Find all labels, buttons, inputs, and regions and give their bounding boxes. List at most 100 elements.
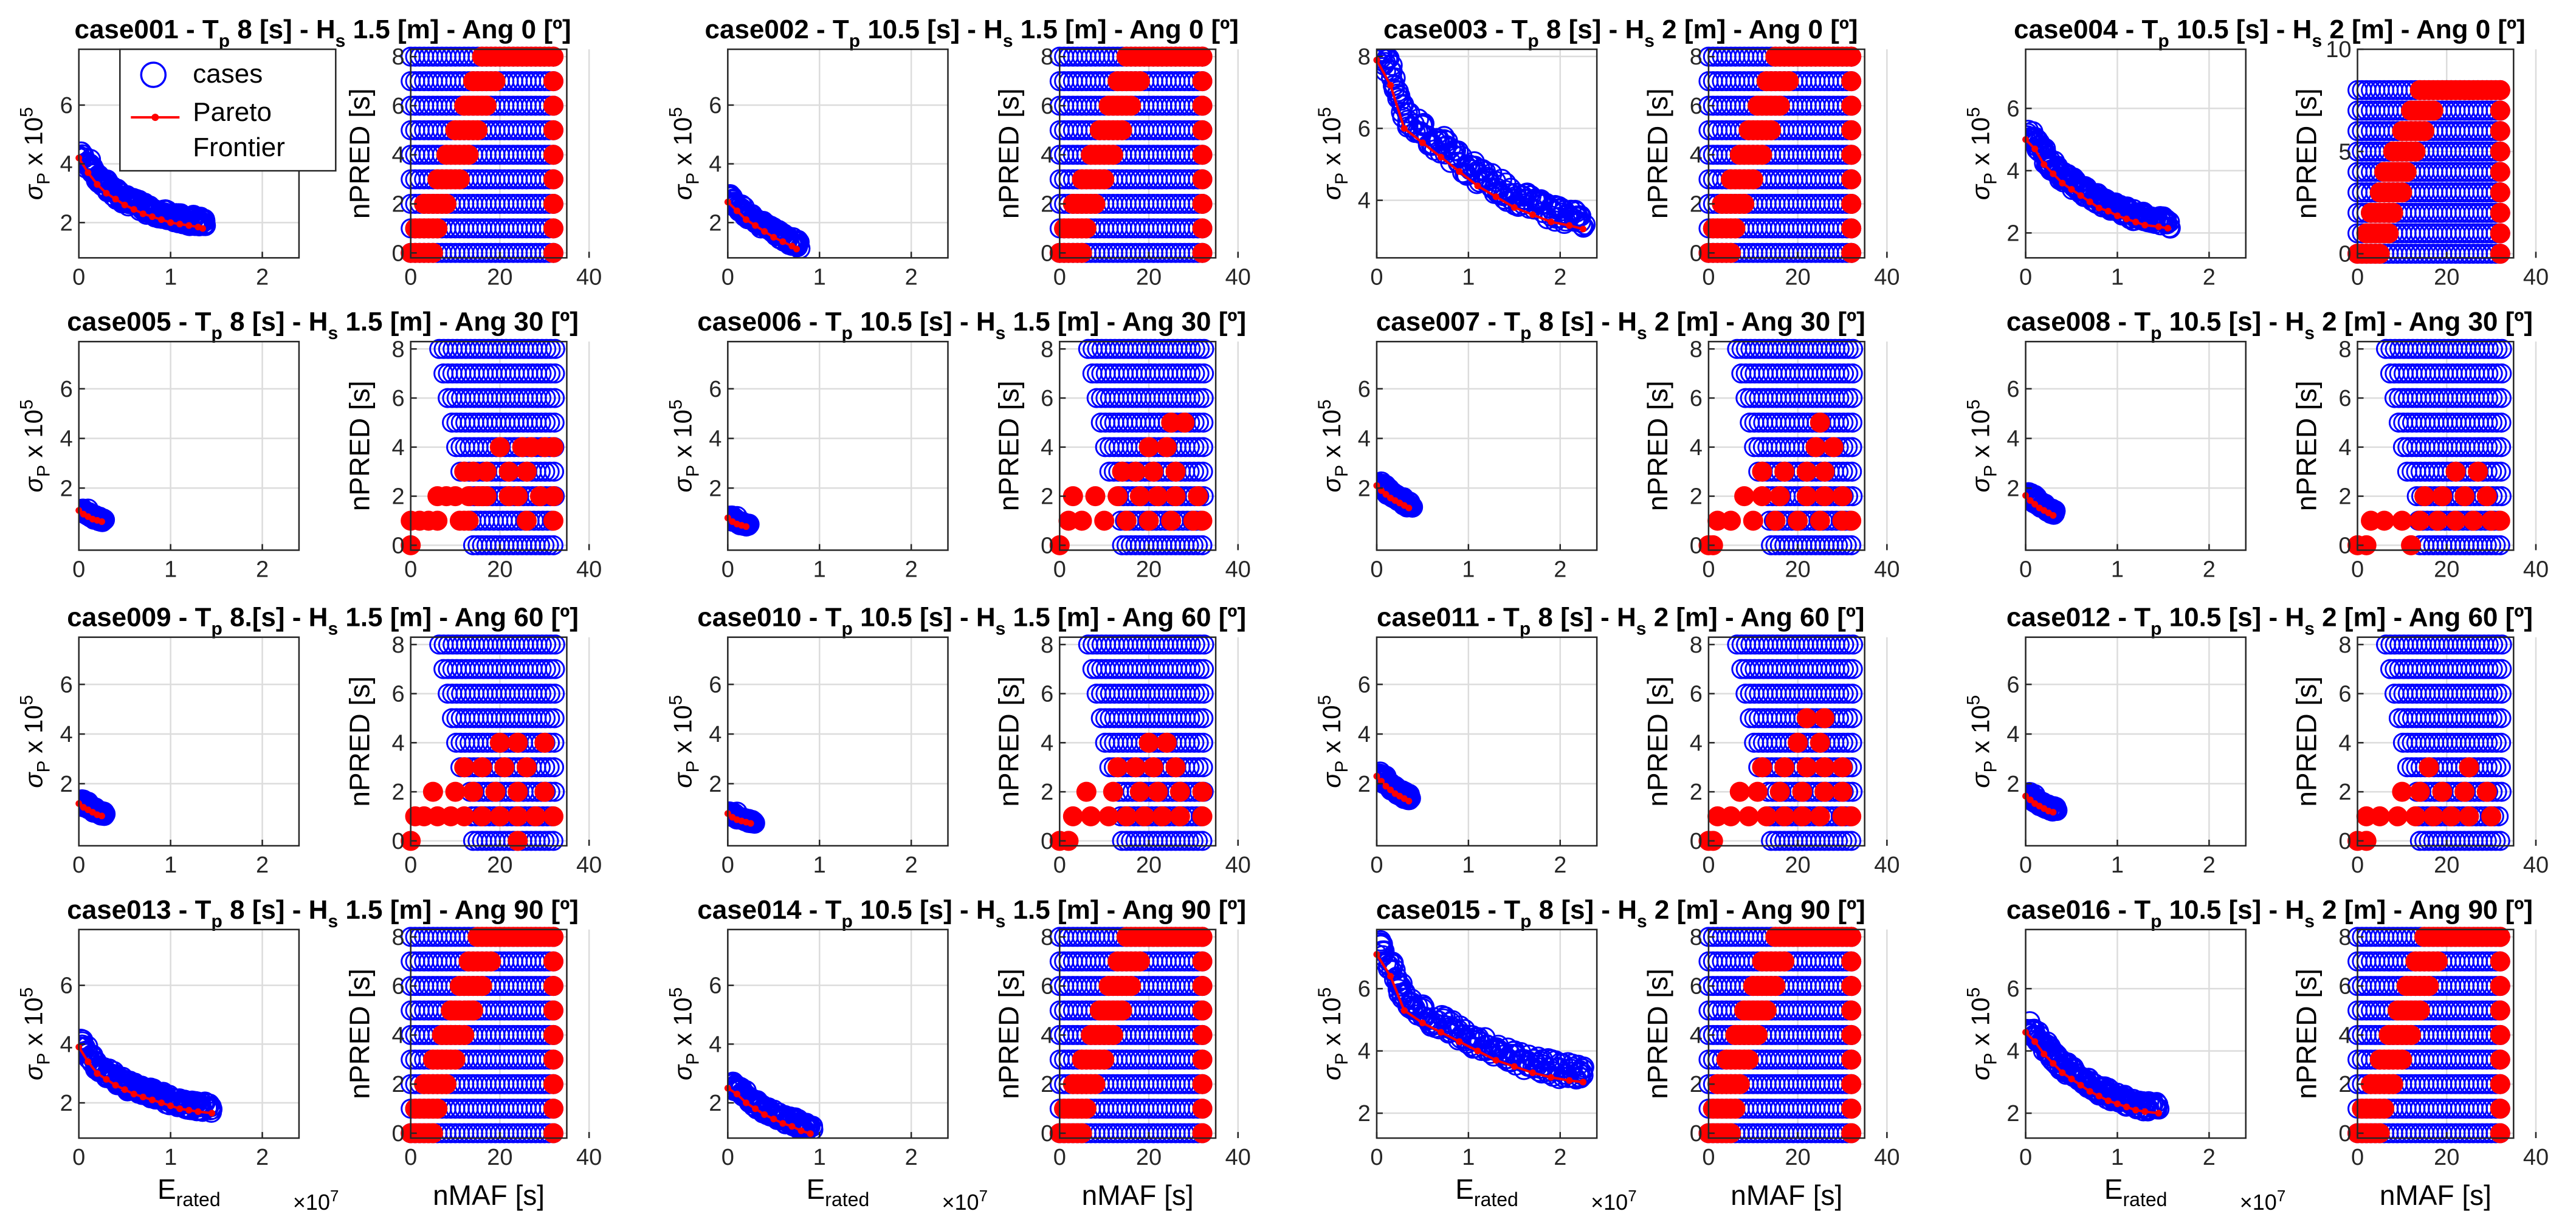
case010-npred-red	[1192, 781, 1213, 802]
case010-npred-case	[1189, 659, 1210, 679]
case002-npred-red	[1192, 193, 1213, 214]
case007-npred-case	[1838, 388, 1859, 408]
case008-npred-case	[2478, 338, 2499, 359]
case006-pareto-plot-ytick-label: 6	[709, 377, 721, 402]
case006-npred-red	[1165, 486, 1186, 507]
case010-pareto-plot-xtick-label: 1	[813, 852, 826, 878]
case006-npred-case	[1180, 437, 1200, 458]
case011-npred-case	[1842, 659, 1863, 679]
case010-npred-plot-ytick-label: 6	[1041, 682, 1053, 707]
case003-npred-plot-ytick-label: 6	[1690, 94, 1703, 119]
case005-npred-red	[476, 486, 497, 507]
case008-npred-red	[2445, 510, 2466, 531]
case007-pareto-plot-xtick-label: 2	[1554, 557, 1566, 582]
case010-npred-case	[1179, 831, 1199, 851]
case010-npred-case	[1193, 732, 1214, 753]
case008-npred-case	[2492, 363, 2512, 384]
case011-title: case011 - Tp 8 [s] - Hs 2 [m] - Ang 60 […	[1377, 603, 1865, 639]
case002-pareto-point	[770, 233, 777, 241]
case010-pareto-point	[747, 820, 754, 827]
case010-case-point	[728, 803, 739, 825]
case006-npred-case	[1192, 535, 1213, 555]
case003-npred-red	[1841, 95, 1862, 116]
case007-pareto-point	[1382, 490, 1390, 498]
case006-npred-red	[1125, 461, 1146, 482]
case002-case-point	[728, 191, 739, 213]
case006-npred-red	[1143, 461, 1163, 482]
case011-npred-plot-ytick-label: 8	[1690, 633, 1703, 658]
case009-pareto-plot-ytick-label: 2	[60, 772, 73, 797]
case003-npred-plot-ytick-label: 8	[1690, 44, 1703, 70]
case003-case-point	[1376, 49, 1388, 71]
case009-cases-cloud	[78, 789, 116, 826]
case002-npred-red	[1076, 218, 1097, 239]
case007-pareto-plot-ytick-label: 2	[1358, 476, 1371, 501]
case001-pareto-point	[84, 169, 92, 176]
case002-pareto-plot-xtick-label: 1	[813, 264, 826, 290]
case006-npred-plot-xtick-label: 40	[1225, 557, 1251, 582]
case011-npred-red	[1756, 806, 1777, 826]
case005-npred-plot-ytick-label: 8	[392, 337, 405, 362]
case005-npred-case	[539, 461, 560, 482]
case003-npred-red	[1752, 145, 1772, 165]
case003-npred-red	[1721, 242, 1741, 263]
case003-npred-plot-xtick-label: 0	[1702, 264, 1715, 290]
case001-pareto-point	[121, 201, 128, 208]
case011-npred-red	[1774, 757, 1795, 778]
case006-npred-case	[1179, 535, 1199, 555]
case003-npred-red	[1841, 242, 1862, 263]
case009-npred-red	[508, 732, 528, 753]
case011-npred-red	[1788, 732, 1808, 753]
case006-pareto-plot-xtick-label: 2	[905, 557, 918, 582]
case002-pareto-plot-ytick-label: 4	[709, 152, 721, 177]
case002-npred-red	[1192, 71, 1213, 92]
case009-npred-red	[489, 806, 510, 826]
case004-npred-red	[2383, 202, 2403, 223]
case009-npred-case	[536, 708, 556, 729]
case009-npred-case	[531, 634, 552, 655]
case001-pareto-plot-xtick-label: 2	[256, 264, 269, 290]
case006-npred-plot-ytick-label: 4	[1041, 435, 1053, 461]
case004-npred-plot-ytick-label: 0	[2338, 242, 2351, 267]
case007-npred-red	[1823, 437, 1844, 458]
case001-npred-plot-ytick-label: 4	[392, 143, 405, 168]
case003-pareto-point	[1510, 204, 1518, 211]
case008-case-point	[2043, 503, 2065, 525]
case004-npred-plot-xtick-label: 0	[2351, 264, 2364, 290]
case009-panel: case009 - Tp 8.[s] - Hs 1.5 [m] - Ang 60…	[17, 603, 602, 878]
case008-pareto-plot-axes-box	[2025, 340, 2247, 551]
case008-npred-case	[2491, 388, 2512, 408]
case004-npred-red	[2490, 100, 2510, 121]
case011-pareto-plot-ytick-label: 4	[1358, 722, 1371, 747]
case008-npred-case	[2487, 412, 2507, 433]
case011-pareto-plot-axes-box	[1376, 636, 1598, 847]
case008-npred-plot-ytick-label: 2	[2338, 484, 2351, 510]
case007-npred-plot-xtick-label: 20	[1785, 557, 1811, 582]
case008-pareto-point	[2050, 512, 2057, 519]
case010-npred-case	[1189, 708, 1210, 729]
case001-npred-cases	[401, 46, 563, 263]
case007-npred-case	[1830, 338, 1850, 359]
case004-npred-plot-axes-box	[2357, 48, 2515, 259]
case008-npred-case	[2491, 437, 2512, 458]
case006-npred-plot-ytick-label: 0	[1041, 533, 1053, 558]
case009-npred-plot-ytick-label: 6	[392, 682, 405, 707]
case006-npred-red	[1156, 437, 1177, 458]
case008-npred-case	[2487, 363, 2508, 384]
case008-npred-case	[2478, 363, 2499, 384]
case001-npred-plot-ytick-label: 6	[392, 94, 405, 119]
case007-npred-plot-ytick-label: 6	[1690, 386, 1703, 411]
case004-case-point	[2025, 129, 2037, 151]
case007-npred-case	[1828, 535, 1848, 555]
case010-npred-case	[1185, 659, 1205, 679]
case003-pareto-plot-axes-box	[1376, 48, 1598, 259]
case003-pareto-point	[1400, 125, 1408, 132]
case006-npred-red	[1094, 510, 1115, 531]
case010-npred-plot-ytick-label: 8	[1041, 633, 1053, 658]
case010-npred-case	[1183, 831, 1204, 851]
case010-npred-case	[1188, 732, 1209, 753]
case006-npred-red	[1107, 486, 1128, 507]
case008-npred-case	[2478, 437, 2498, 458]
case006-title: case006 - Tp 10.5 [s] - Hs 1.5 [m] - Ang…	[697, 307, 1246, 343]
case006-panel: case006 - Tp 10.5 [s] - Hs 1.5 [m] - Ang…	[666, 307, 1251, 582]
